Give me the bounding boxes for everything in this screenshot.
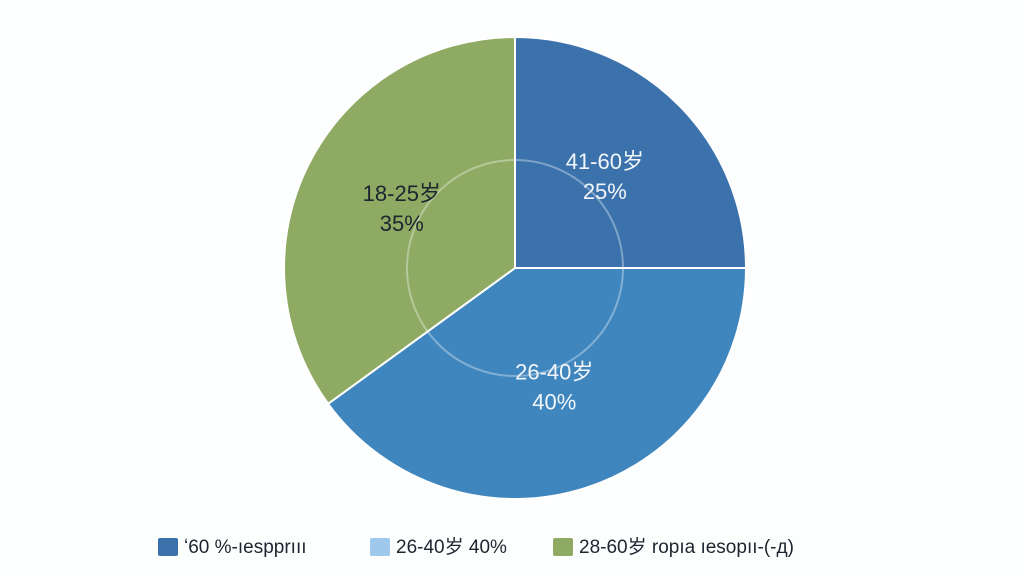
slice-category: 26-40岁	[515, 360, 593, 385]
legend: ʻ60 %-ıespprııı 26-40岁 40% 28-60岁 ropıa ıe…	[158, 536, 794, 558]
slice-category: 18-25岁	[363, 181, 441, 206]
legend-swatch	[158, 538, 178, 556]
slice-value: 40%	[532, 390, 576, 415]
pie	[283, 35, 748, 500]
legend-swatch	[370, 538, 390, 556]
pie-slice	[326, 267, 748, 500]
slice-category: 41-60岁	[566, 149, 644, 174]
legend-label: 28-60岁 ropıa ıesopıı-(-д)	[579, 536, 794, 558]
pie-slice	[514, 35, 748, 269]
legend-label: 26-40岁 40%	[396, 536, 507, 558]
slice-labels: 41-60岁 25% 26-40岁 40% 18-25岁 35%	[363, 149, 644, 415]
slice-value: 35%	[380, 211, 424, 236]
legend-swatch	[553, 538, 573, 556]
slice-value: 25%	[583, 179, 627, 204]
inner-ring	[406, 159, 624, 377]
legend-label: ʻ60 %-ıespprııı	[184, 537, 307, 558]
pie-slice	[283, 35, 516, 406]
